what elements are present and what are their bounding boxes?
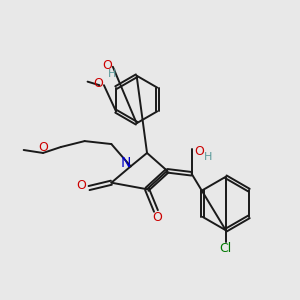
Text: O: O xyxy=(93,77,103,90)
Text: N: N xyxy=(120,156,130,170)
Text: Cl: Cl xyxy=(220,242,232,255)
Text: O: O xyxy=(38,141,48,154)
Text: O: O xyxy=(152,211,162,224)
Text: O: O xyxy=(102,59,112,72)
Text: O: O xyxy=(77,179,87,192)
Text: H: H xyxy=(204,152,212,162)
Text: H: H xyxy=(108,69,116,79)
Text: O: O xyxy=(194,145,204,158)
